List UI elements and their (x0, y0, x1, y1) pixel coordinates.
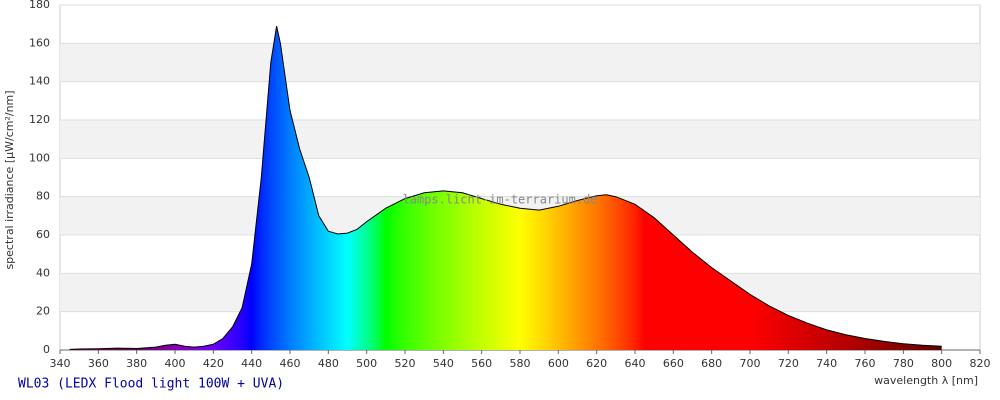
x-tick-label: 660 (663, 357, 684, 370)
x-tick-label: 620 (586, 357, 607, 370)
x-tick-label: 580 (510, 357, 531, 370)
spectrum-line (69, 25, 942, 350)
x-tick-label: 380 (126, 357, 147, 370)
x-tick-label: 820 (970, 357, 991, 370)
y-tick-label: 100 (29, 151, 50, 164)
x-tick-label: 440 (241, 357, 262, 370)
y-tick-label: 140 (29, 75, 50, 88)
x-tick-label: 760 (855, 357, 876, 370)
y-tick-label: 80 (36, 190, 50, 203)
x-tick-label: 340 (50, 357, 71, 370)
y-tick-label: 20 (36, 305, 50, 318)
x-axis-label: wavelength λ [nm] (874, 374, 978, 387)
x-tick-label: 640 (625, 357, 646, 370)
grid-band (60, 43, 980, 82)
x-tick-label: 780 (893, 357, 914, 370)
x-tick-label: 500 (356, 357, 377, 370)
y-tick-label: 60 (36, 228, 50, 241)
x-tick-label: 420 (203, 357, 224, 370)
x-tick-label: 460 (280, 357, 301, 370)
y-tick-label: 180 (29, 0, 50, 11)
x-tick-label: 800 (931, 357, 952, 370)
chart-title: WL03 (LEDX Flood light 100W + UVA) (18, 377, 284, 392)
grid-band (60, 120, 980, 159)
watermark: lamps.licht-im-terrarium.de (402, 193, 597, 207)
x-tick-label: 540 (433, 357, 454, 370)
y-tick-label: 0 (43, 343, 50, 356)
x-tick-label: 400 (165, 357, 186, 370)
x-tick-label: 520 (395, 357, 416, 370)
x-tick-label: 700 (740, 357, 761, 370)
x-tick-label: 680 (701, 357, 722, 370)
x-tick-label: 600 (548, 357, 569, 370)
x-tick-label: 740 (816, 357, 837, 370)
y-tick-label: 120 (29, 113, 50, 126)
spectrum-area (69, 26, 942, 350)
y-tick-label: 160 (29, 36, 50, 49)
x-tick-label: 480 (318, 357, 339, 370)
y-tick-label: 40 (36, 266, 50, 279)
y-axis-label: spectral irradiance [µW/cm²/nm] (3, 90, 16, 269)
x-tick-label: 360 (88, 357, 109, 370)
x-tick-label: 720 (778, 357, 799, 370)
x-tick-label: 560 (471, 357, 492, 370)
